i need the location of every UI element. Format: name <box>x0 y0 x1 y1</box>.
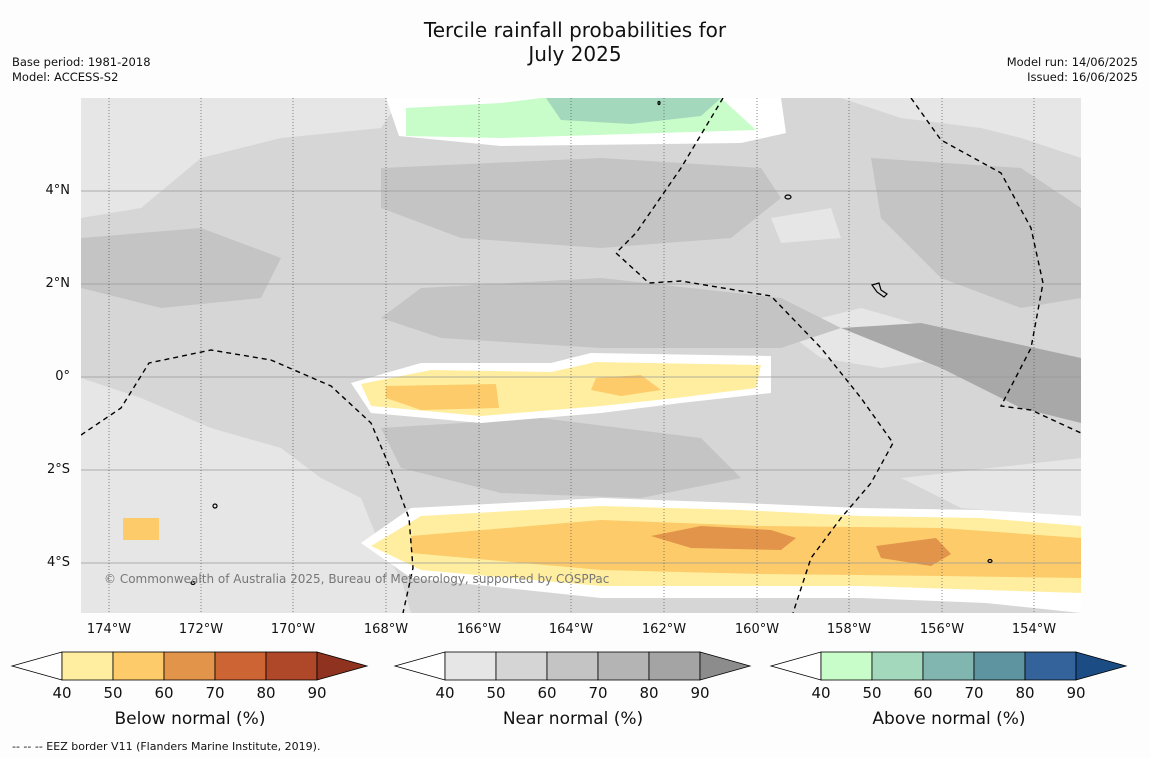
title-line-1: Tercile rainfall probabilities for <box>423 18 727 42</box>
above-normal-colorbar <box>769 651 1128 681</box>
below-normal-swatch-1 <box>61 651 114 681</box>
below-normal-60-region <box>876 538 951 566</box>
near-normal-40-region <box>81 98 401 218</box>
near-normal-60-region <box>81 228 281 308</box>
lon-label-174w: 174°W <box>86 622 132 637</box>
issued-text: Issued: 16/06/2025 <box>1027 70 1138 84</box>
lon-label-162w: 162°W <box>641 622 687 637</box>
eez-borders <box>81 98 1081 613</box>
island-outlines <box>190 100 993 586</box>
near-normal-swatch-1 <box>444 651 497 681</box>
lat-label-4s: 4°S <box>46 555 70 570</box>
near-normal-swatch-4 <box>597 651 650 681</box>
near-tick-70: 70 <box>588 684 608 702</box>
near-normal-swatch-0 <box>393 651 446 681</box>
near-normal-swatch-3 <box>546 651 599 681</box>
lat-label-0: 0° <box>55 369 70 384</box>
title-line-2: July 2025 <box>528 42 622 66</box>
base-period-info: Base period: 1981-2018 Model: ACCESS-S2 <box>12 55 151 85</box>
below-tick-70: 70 <box>205 684 225 702</box>
below-normal-swatch-4 <box>214 651 267 681</box>
near-tick-40: 40 <box>435 684 455 702</box>
near-tick-90: 90 <box>690 684 710 702</box>
near-normal-40-region <box>901 458 1081 518</box>
below-normal-50-region <box>591 375 661 396</box>
lon-label-164w: 164°W <box>548 622 594 637</box>
above-normal-swatch-5 <box>1024 651 1077 681</box>
below-normal-colorbar <box>10 651 369 681</box>
near-normal-40-region <box>771 208 841 243</box>
below-tick-50: 50 <box>103 684 123 702</box>
below-normal-swatch-6 <box>316 651 369 681</box>
near-tick-80: 80 <box>639 684 659 702</box>
near-normal-60-region <box>871 158 1081 308</box>
near-normal-40-region <box>841 98 1081 158</box>
above-normal-swatch-6 <box>1075 651 1128 681</box>
above-normal-swatch-0 <box>769 651 822 681</box>
lon-label-160w: 160°W <box>734 622 780 637</box>
above-normal-swatch-3 <box>922 651 975 681</box>
near-normal-40-region <box>81 378 411 613</box>
lon-label-170w: 170°W <box>270 622 316 637</box>
above-tick-70: 70 <box>964 684 984 702</box>
lat-label-2s: 2°S <box>46 462 70 477</box>
near-tick-50: 50 <box>486 684 506 702</box>
lon-label-158w: 158°W <box>826 622 872 637</box>
below-normal-60-region <box>651 526 796 550</box>
near-normal-swatch-2 <box>495 651 548 681</box>
above-normal-swatch-2 <box>871 651 924 681</box>
near-normal-70-region <box>841 323 1081 423</box>
below-tick-90: 90 <box>307 684 327 702</box>
above-tick-50: 50 <box>862 684 882 702</box>
map-title: Tercile rainfall probabilities for July … <box>0 18 1150 66</box>
latitude-gridlines <box>81 190 1081 564</box>
lat-label-4n: 4°N <box>45 183 71 198</box>
near-normal-60-region <box>381 158 781 248</box>
longitude-gridlines <box>108 98 1035 613</box>
below-normal-swatch-2 <box>112 651 165 681</box>
lon-label-156w: 156°W <box>919 622 965 637</box>
below-normal-swatch-3 <box>163 651 216 681</box>
model-run-text: Model run: 14/06/2025 <box>1006 55 1138 69</box>
below-normal-label: Below normal (%) <box>114 709 266 729</box>
lon-label-168w: 168°W <box>363 622 409 637</box>
above-tick-40: 40 <box>811 684 831 702</box>
above-normal-swatch-1 <box>820 651 873 681</box>
below-tick-60: 60 <box>154 684 174 702</box>
near-normal-60-region <box>381 278 841 348</box>
below-normal-swatch-0 <box>10 651 63 681</box>
below-tick-80: 80 <box>256 684 276 702</box>
above-tick-80: 80 <box>1015 684 1035 702</box>
lat-label-2n: 2°N <box>45 276 71 291</box>
lon-label-172w: 172°W <box>178 622 224 637</box>
above-tick-60: 60 <box>913 684 933 702</box>
above-tick-90: 90 <box>1066 684 1086 702</box>
near-normal-swatch-6 <box>699 651 752 681</box>
base-period-text: Base period: 1981-2018 <box>12 55 151 69</box>
above-normal-label: Above normal (%) <box>872 709 1026 729</box>
rainfall-probability-map <box>81 98 1081 613</box>
below-normal-50-region <box>123 518 159 540</box>
near-normal-60-region <box>381 418 741 498</box>
eez-legend-note: -- -- -- EEZ border V11 (Flanders Marine… <box>12 740 321 753</box>
below-normal-swatch-5 <box>265 651 318 681</box>
near-normal-swatch-5 <box>648 651 701 681</box>
below-tick-40: 40 <box>52 684 72 702</box>
above-normal-swatch-4 <box>973 651 1026 681</box>
copyright-notice: © Commonwealth of Australia 2025, Bureau… <box>104 572 610 586</box>
near-tick-60: 60 <box>537 684 557 702</box>
near-normal-colorbar <box>393 651 752 681</box>
model-text: Model: ACCESS-S2 <box>12 70 119 84</box>
colorbars <box>10 651 1128 681</box>
lon-label-154w: 154°W <box>1011 622 1057 637</box>
lon-label-166w: 166°W <box>456 622 502 637</box>
near-normal-label: Near normal (%) <box>502 709 644 729</box>
above-normal-50-region <box>546 98 721 124</box>
model-run-info: Model run: 14/06/2025 Issued: 16/06/2025 <box>1007 55 1138 85</box>
below-normal-50-region <box>386 384 499 410</box>
